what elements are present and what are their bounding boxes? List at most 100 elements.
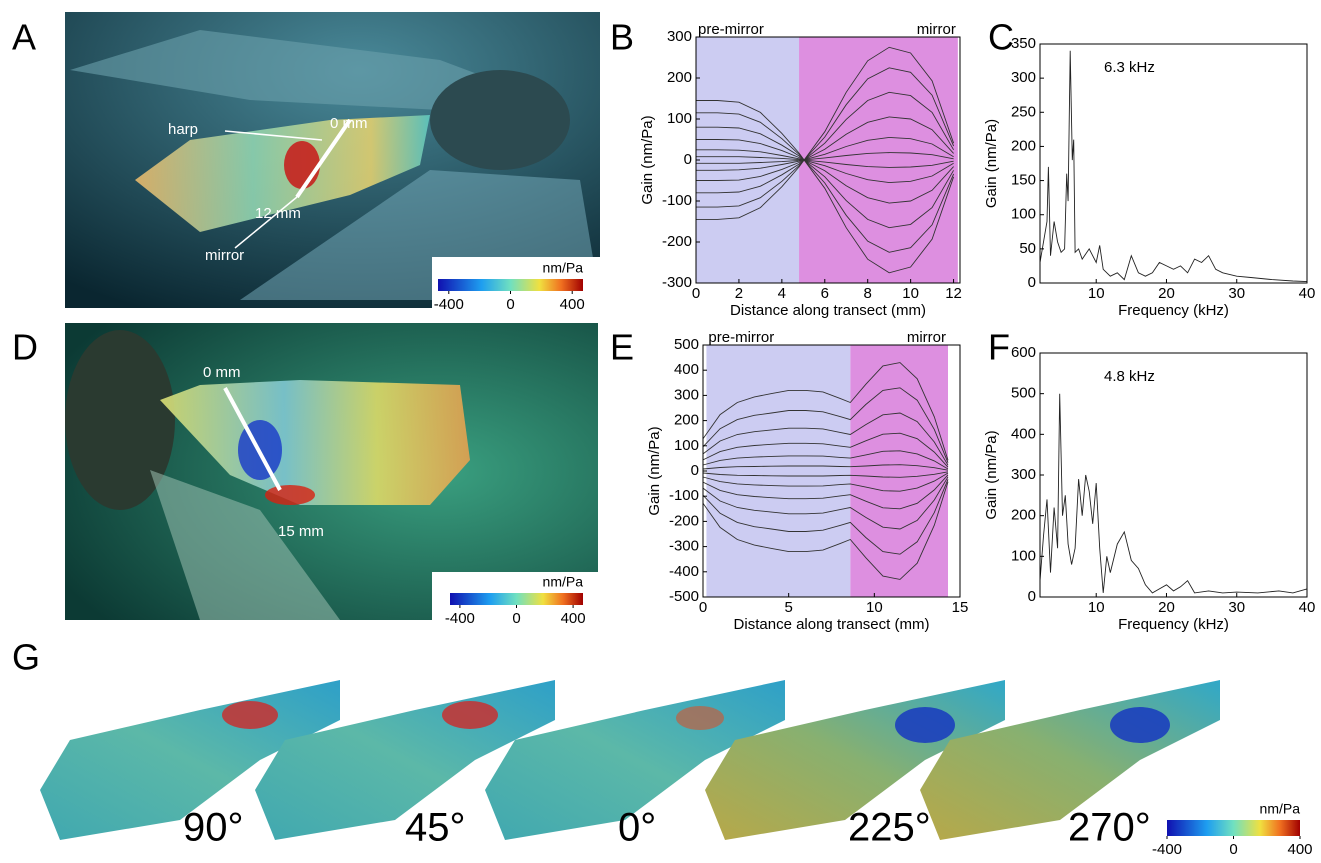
data-line: [696, 46, 955, 220]
y-axis-label: Gain (nm/Pa): [983, 119, 1000, 208]
data-line: [696, 136, 954, 171]
y-axis-label: Gain (nm/Pa): [983, 430, 1000, 519]
y-tick-label: 300: [674, 386, 699, 403]
y-tick-label: 300: [667, 28, 692, 45]
region-label: mirror: [907, 329, 946, 346]
image-annotation: 0 mm: [330, 115, 368, 132]
y-tick-label: -200: [662, 233, 692, 250]
y-tick-label: 200: [674, 412, 699, 429]
image-annotation: 15 mm: [278, 523, 324, 540]
y-tick-label: 350: [1011, 35, 1036, 52]
x-tick-label: 20: [1158, 599, 1175, 616]
panel-label: F: [988, 327, 1010, 368]
region: [850, 345, 949, 597]
axes-frame: [1039, 43, 1308, 284]
colorbar-tick-label: -400: [1152, 841, 1182, 858]
data-line: [696, 152, 954, 164]
data-line: [696, 149, 954, 184]
data-line: [702, 362, 949, 461]
data-line: [702, 450, 949, 470]
y-tick-label: 200: [1011, 507, 1036, 524]
y-tick-label: 300: [1011, 69, 1036, 86]
data-line: [702, 432, 949, 468]
y-tick-label: 400: [1011, 425, 1036, 442]
panel-label: D: [12, 327, 38, 368]
colorbar: [1167, 820, 1300, 836]
panel-label: E: [610, 327, 634, 368]
colorbar-unit: nm/Pa: [543, 260, 584, 276]
colorbar-tick-label: 400: [560, 296, 585, 313]
y-tick-label: -500: [669, 588, 699, 605]
colorbar-tick-label: 400: [1287, 841, 1312, 858]
angle-label: 45°: [405, 806, 466, 850]
data-line: [696, 116, 954, 181]
data-line: [696, 67, 955, 208]
x-tick-label: 40: [1299, 285, 1316, 302]
region: [696, 37, 800, 283]
x-tick-label: 10: [1088, 599, 1105, 616]
colorbar: [438, 279, 583, 291]
y-tick-label: 500: [674, 336, 699, 353]
x-axis-label: Distance along transect (mm): [734, 616, 930, 633]
data-line: [696, 156, 954, 168]
annotation: 4.8 kHz: [1104, 368, 1155, 385]
data-line: [702, 387, 949, 463]
x-tick-label: 6: [821, 285, 829, 302]
x-axis-label: Distance along transect (mm): [730, 302, 926, 319]
wings-g: [40, 680, 1220, 840]
y-tick-label: 200: [667, 69, 692, 86]
annotation: 6.3 kHz: [1104, 59, 1155, 76]
data-line: [702, 474, 949, 510]
y-tick-label: 500: [1011, 385, 1036, 402]
x-tick-label: 12: [945, 285, 962, 302]
y-tick-label: -100: [662, 192, 692, 209]
y-tick-label: -300: [662, 274, 692, 291]
y-tick-label: -100: [669, 487, 699, 504]
y-tick-label: 100: [667, 110, 692, 127]
data-line: [696, 139, 954, 204]
axes-frame: [1039, 352, 1308, 598]
data-line: [696, 126, 954, 229]
x-tick-label: 8: [864, 285, 872, 302]
angle-label: 0°: [618, 806, 656, 850]
y-tick-label: 250: [1011, 103, 1036, 120]
panel-label: G: [12, 637, 40, 678]
data-line: [1039, 393, 1308, 594]
data-line: [696, 91, 954, 194]
panel-label: B: [610, 17, 634, 58]
y-tick-label: 600: [1011, 344, 1036, 361]
angle-label: 90°: [183, 806, 244, 850]
colorbar-unit: nm/Pa: [1260, 801, 1301, 817]
image-annotation: 0 mm: [203, 364, 241, 381]
x-tick-label: 5: [784, 599, 792, 616]
x-tick-label: 2: [735, 285, 743, 302]
y-tick-label: 400: [674, 361, 699, 378]
colorbar-unit: nm/Pa: [543, 574, 584, 590]
data-line: [696, 100, 955, 274]
image-annotation: harp: [168, 121, 198, 138]
colorbar-tick-label: -400: [445, 610, 475, 627]
y-tick-label: 0: [691, 462, 699, 479]
x-axis-label: Frequency (kHz): [1118, 302, 1229, 319]
region-label: pre-mirror: [708, 329, 774, 346]
image-annotation: mirror: [205, 247, 244, 264]
y-tick-label: 300: [1011, 466, 1036, 483]
data-line: [702, 476, 949, 530]
y-tick-label: 0: [684, 151, 692, 168]
y-tick-label: 200: [1011, 137, 1036, 154]
region-label: pre-mirror: [698, 21, 764, 38]
colorbar-tick-label: 0: [506, 296, 514, 313]
y-tick-label: 100: [674, 437, 699, 454]
x-tick-label: 0: [692, 285, 700, 302]
panel-label: C: [988, 17, 1014, 58]
x-tick-label: 4: [778, 285, 786, 302]
data-line: [696, 112, 955, 253]
x-tick-label: 30: [1228, 285, 1245, 302]
angle-label: 270°: [1068, 806, 1151, 850]
data-line: [702, 471, 949, 478]
colorbar: [450, 593, 583, 605]
y-tick-label: -300: [669, 538, 699, 555]
x-tick-label: 20: [1158, 285, 1175, 302]
image-a: [65, 12, 600, 308]
y-tick-label: 100: [1011, 206, 1036, 223]
